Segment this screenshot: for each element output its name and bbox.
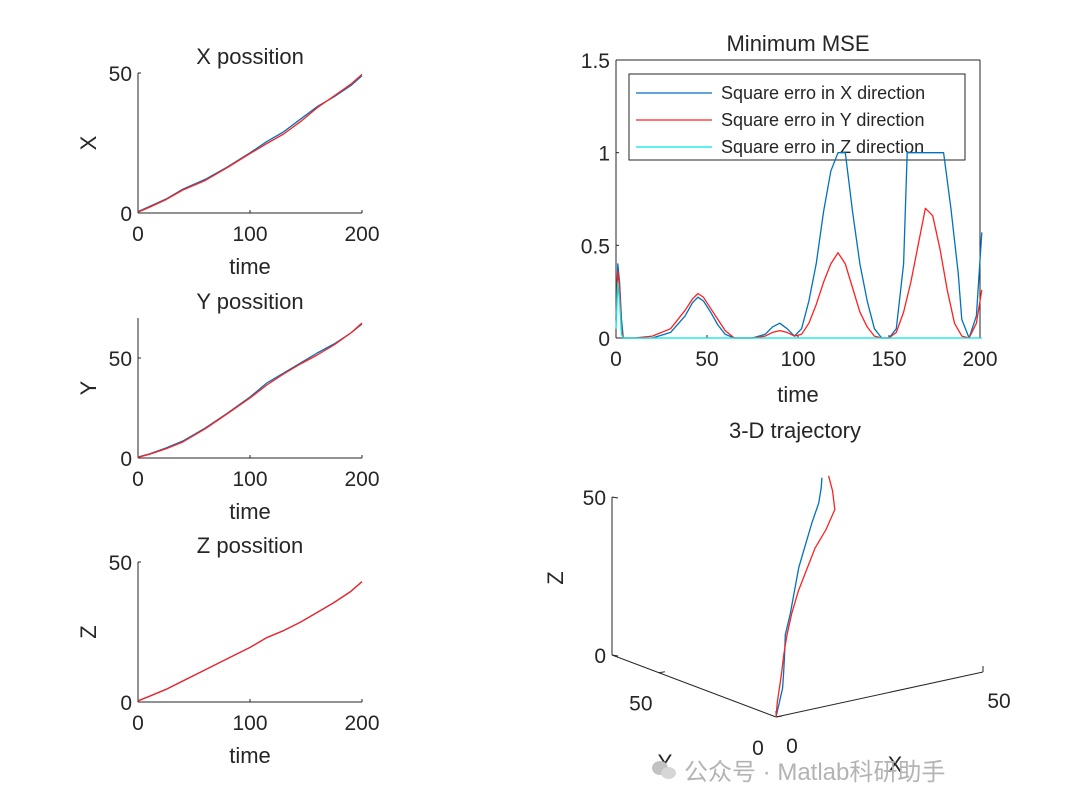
- watermark: 公众号 · Matlab科研助手: [652, 752, 945, 787]
- y-tick-label: 50: [109, 552, 132, 575]
- y-tick-label: 0: [120, 692, 132, 715]
- x-tick-label: 50: [695, 348, 718, 371]
- series-line-1: [775, 475, 836, 718]
- y-tick-label: 50: [109, 348, 132, 371]
- minimum-mse-chart: Minimum MSE time Square erro in X direct…: [581, 31, 998, 407]
- chart-title: Minimum MSE: [726, 31, 869, 56]
- z-tick-mark: [611, 496, 619, 499]
- chart-title: Y possition: [196, 289, 303, 314]
- legend-box: [628, 73, 966, 161]
- x-tick-label: 200: [344, 712, 379, 735]
- legend-label: Square erro in Y direction: [721, 110, 924, 130]
- x-tick-label: 0: [132, 223, 144, 246]
- x-tick-label: 0: [786, 735, 798, 758]
- x-axis-label: time: [229, 499, 271, 524]
- chart-title: 3-D trajectory: [729, 418, 861, 443]
- chart-title: X possition: [196, 44, 304, 69]
- x-tick-label: 100: [232, 223, 267, 246]
- y-tick-mark: [775, 715, 783, 718]
- series-line-1: [137, 322, 363, 459]
- y-tick-label: 1: [598, 143, 610, 166]
- y-axis-label: Z: [76, 625, 101, 638]
- z-tick-label: 50: [583, 487, 606, 510]
- x-tick-label: 0: [132, 712, 144, 735]
- legend-label: Square erro in Z direction: [721, 137, 924, 157]
- x-tick-label: 150: [871, 348, 906, 371]
- z-position-chart: Z possition time Z 0 100 200 0 50: [76, 533, 380, 768]
- x-tick-label: 100: [232, 712, 267, 735]
- x-tick-label: 50: [987, 690, 1010, 713]
- series-line-0: [137, 581, 363, 702]
- x-tick-label: 100: [780, 348, 815, 371]
- x-axis-label: time: [229, 254, 271, 279]
- x-tick-label: 200: [344, 468, 379, 491]
- y-tick-label: 0: [120, 203, 132, 226]
- x-tick-label: 200: [344, 223, 379, 246]
- legend-label: Square erro in X direction: [721, 83, 925, 103]
- x-tick-label: 0: [610, 348, 622, 371]
- x-tick-label: 0: [132, 468, 144, 491]
- x-tick-label: 200: [962, 348, 997, 371]
- y-tick-label: 50: [629, 693, 652, 716]
- series-line-0: [615, 152, 983, 339]
- y-tick-label: 0.5: [581, 235, 610, 258]
- y-tick-mark: [658, 671, 665, 674]
- x-axis-label: X: [888, 752, 903, 777]
- y-tick-label: 0: [598, 328, 610, 351]
- x-position-chart: X possition time X 0 100 200 0 50: [76, 44, 380, 279]
- series-line-0: [137, 75, 363, 213]
- x-axis-label: time: [229, 743, 271, 768]
- z-tick-label: 0: [594, 645, 606, 668]
- y-position-chart: Y possition time Y 0 100 200 0 50: [76, 289, 380, 524]
- x-axis-label: time: [777, 382, 819, 407]
- series-line-0: [137, 323, 363, 458]
- y-tick-label: 0: [120, 448, 132, 471]
- wechat-icon: [652, 759, 678, 781]
- watermark-text: 公众号 · Matlab科研助手: [684, 759, 946, 786]
- y-axis-label: X: [76, 135, 101, 150]
- y-axis-label: Y: [76, 380, 101, 395]
- y-tick-label: 1.5: [581, 50, 610, 73]
- series-line-1: [615, 207, 983, 339]
- y-tick-label: 0: [752, 737, 764, 760]
- z-tick-mark: [611, 654, 619, 657]
- chart-title: Z possition: [197, 533, 303, 558]
- y-tick-label: 50: [109, 63, 132, 86]
- z-axis-label: Z: [543, 571, 568, 584]
- series-line-2: [615, 281, 982, 339]
- series-line-1: [137, 581, 363, 702]
- y-axis-line: [611, 654, 777, 718]
- x-axis-line: [775, 671, 984, 718]
- series-line-1: [137, 73, 363, 213]
- x-tick-label: 100: [232, 468, 267, 491]
- series-line-0: [775, 477, 823, 718]
- legend: Square erro in X direction Square erro in…: [628, 73, 966, 161]
